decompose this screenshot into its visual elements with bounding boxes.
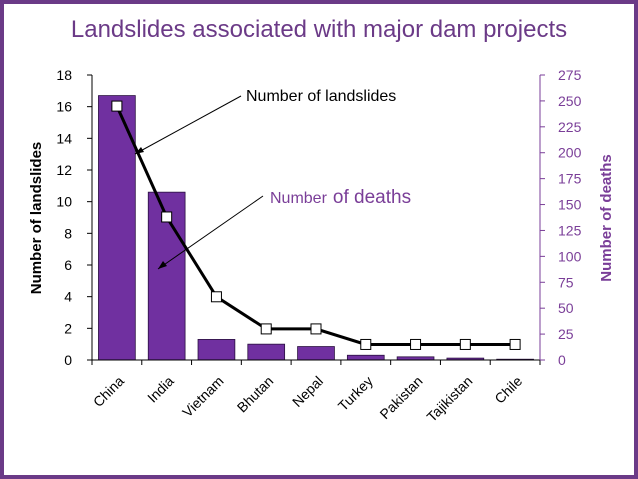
- annotation-landslides-arrow: [134, 95, 242, 155]
- bar-turkey: [346, 354, 385, 361]
- annotation-deaths-arrowhead: [158, 261, 167, 269]
- category-label-tajikistan: Tajikistan: [423, 373, 475, 425]
- right-axis-ticks: 0 25 50 75 100 125 150 175 200 225 250 275: [540, 67, 582, 368]
- annotation-deaths: Number of deaths: [270, 187, 411, 208]
- y-tick-label-right: 25: [558, 326, 574, 342]
- left-axis-ticks: 0 2 4 6 8 10 12 14 16 18: [56, 67, 92, 368]
- deaths-marker-china: [111, 100, 123, 112]
- category-label-turkey: Turkey: [335, 373, 376, 414]
- bar-nepal: [297, 346, 335, 361]
- bar-china: [98, 95, 136, 361]
- category-label-china: China: [90, 373, 127, 410]
- deaths-marker-pakistan: [410, 338, 422, 350]
- annotation-deaths-part2: of deaths: [333, 187, 411, 208]
- y-tick-label-right: 0: [558, 352, 566, 368]
- bar-bhutan: [247, 343, 286, 361]
- y-tick-label-left: 4: [64, 289, 72, 305]
- y-tick-label-left: 18: [56, 67, 72, 83]
- y-tick-label-right: 225: [558, 119, 582, 135]
- y-tick-label-right: 200: [558, 145, 582, 161]
- category-label-bhutan: Bhutan: [234, 373, 277, 416]
- y-tick-label-left: 16: [56, 99, 72, 115]
- annotation-landslides-arrowhead: [135, 147, 144, 154]
- category-labels: China India Vietnam Bhutan Nepal Turkey Pakist…: [90, 373, 526, 425]
- y-tick-label-right: 125: [558, 222, 582, 238]
- category-label-chile: Chile: [491, 373, 525, 407]
- category-label-pakistan: Pakistan: [376, 373, 425, 422]
- y-tick-label-left: 6: [64, 257, 72, 273]
- deaths-marker-tajikistan: [459, 338, 471, 350]
- y-tick-label-left: 10: [56, 194, 72, 210]
- deaths-marker-nepal: [310, 323, 322, 335]
- category-label-vietnam: Vietnam: [179, 373, 226, 420]
- deaths-marker-vietnam: [210, 291, 222, 303]
- bar-vietnam: [197, 339, 236, 361]
- y-tick-label-right: 75: [558, 274, 574, 290]
- deaths-marker-india: [161, 211, 173, 223]
- annotation-landslides: Number of landslides: [246, 88, 396, 105]
- y-tick-label-right: 100: [558, 248, 582, 264]
- y-tick-label-left: 0: [64, 352, 72, 368]
- y-tick-label-left: 8: [64, 225, 72, 241]
- annotation-deaths-part1: Number: [270, 190, 328, 207]
- y-tick-label-right: 275: [558, 67, 582, 83]
- category-label-india: India: [144, 373, 177, 406]
- y-tick-label-left: 14: [56, 130, 72, 146]
- deaths-marker-bhutan: [260, 323, 272, 335]
- y-tick-label-left: 2: [64, 320, 72, 336]
- chart-title: Landslides associated with major dam pro…: [70, 16, 568, 43]
- y-axis-label-left: Number of landslides: [28, 142, 45, 295]
- deaths-marker-turkey: [360, 338, 372, 350]
- bars-group: [98, 95, 534, 361]
- y-axis-label-right: Number of deaths: [598, 154, 615, 282]
- y-tick-label-right: 50: [558, 300, 574, 316]
- y-tick-label-right: 150: [558, 197, 582, 213]
- y-tick-label-left: 12: [56, 162, 72, 178]
- deaths-markers: [111, 100, 521, 350]
- y-tick-label-right: 175: [558, 171, 582, 187]
- axes-group: [91, 75, 541, 365]
- annotation-deaths-arrow: [157, 195, 264, 270]
- deaths-marker-chile: [509, 338, 521, 350]
- category-label-nepal: Nepal: [289, 373, 326, 410]
- y-tick-label-right: 250: [558, 93, 582, 109]
